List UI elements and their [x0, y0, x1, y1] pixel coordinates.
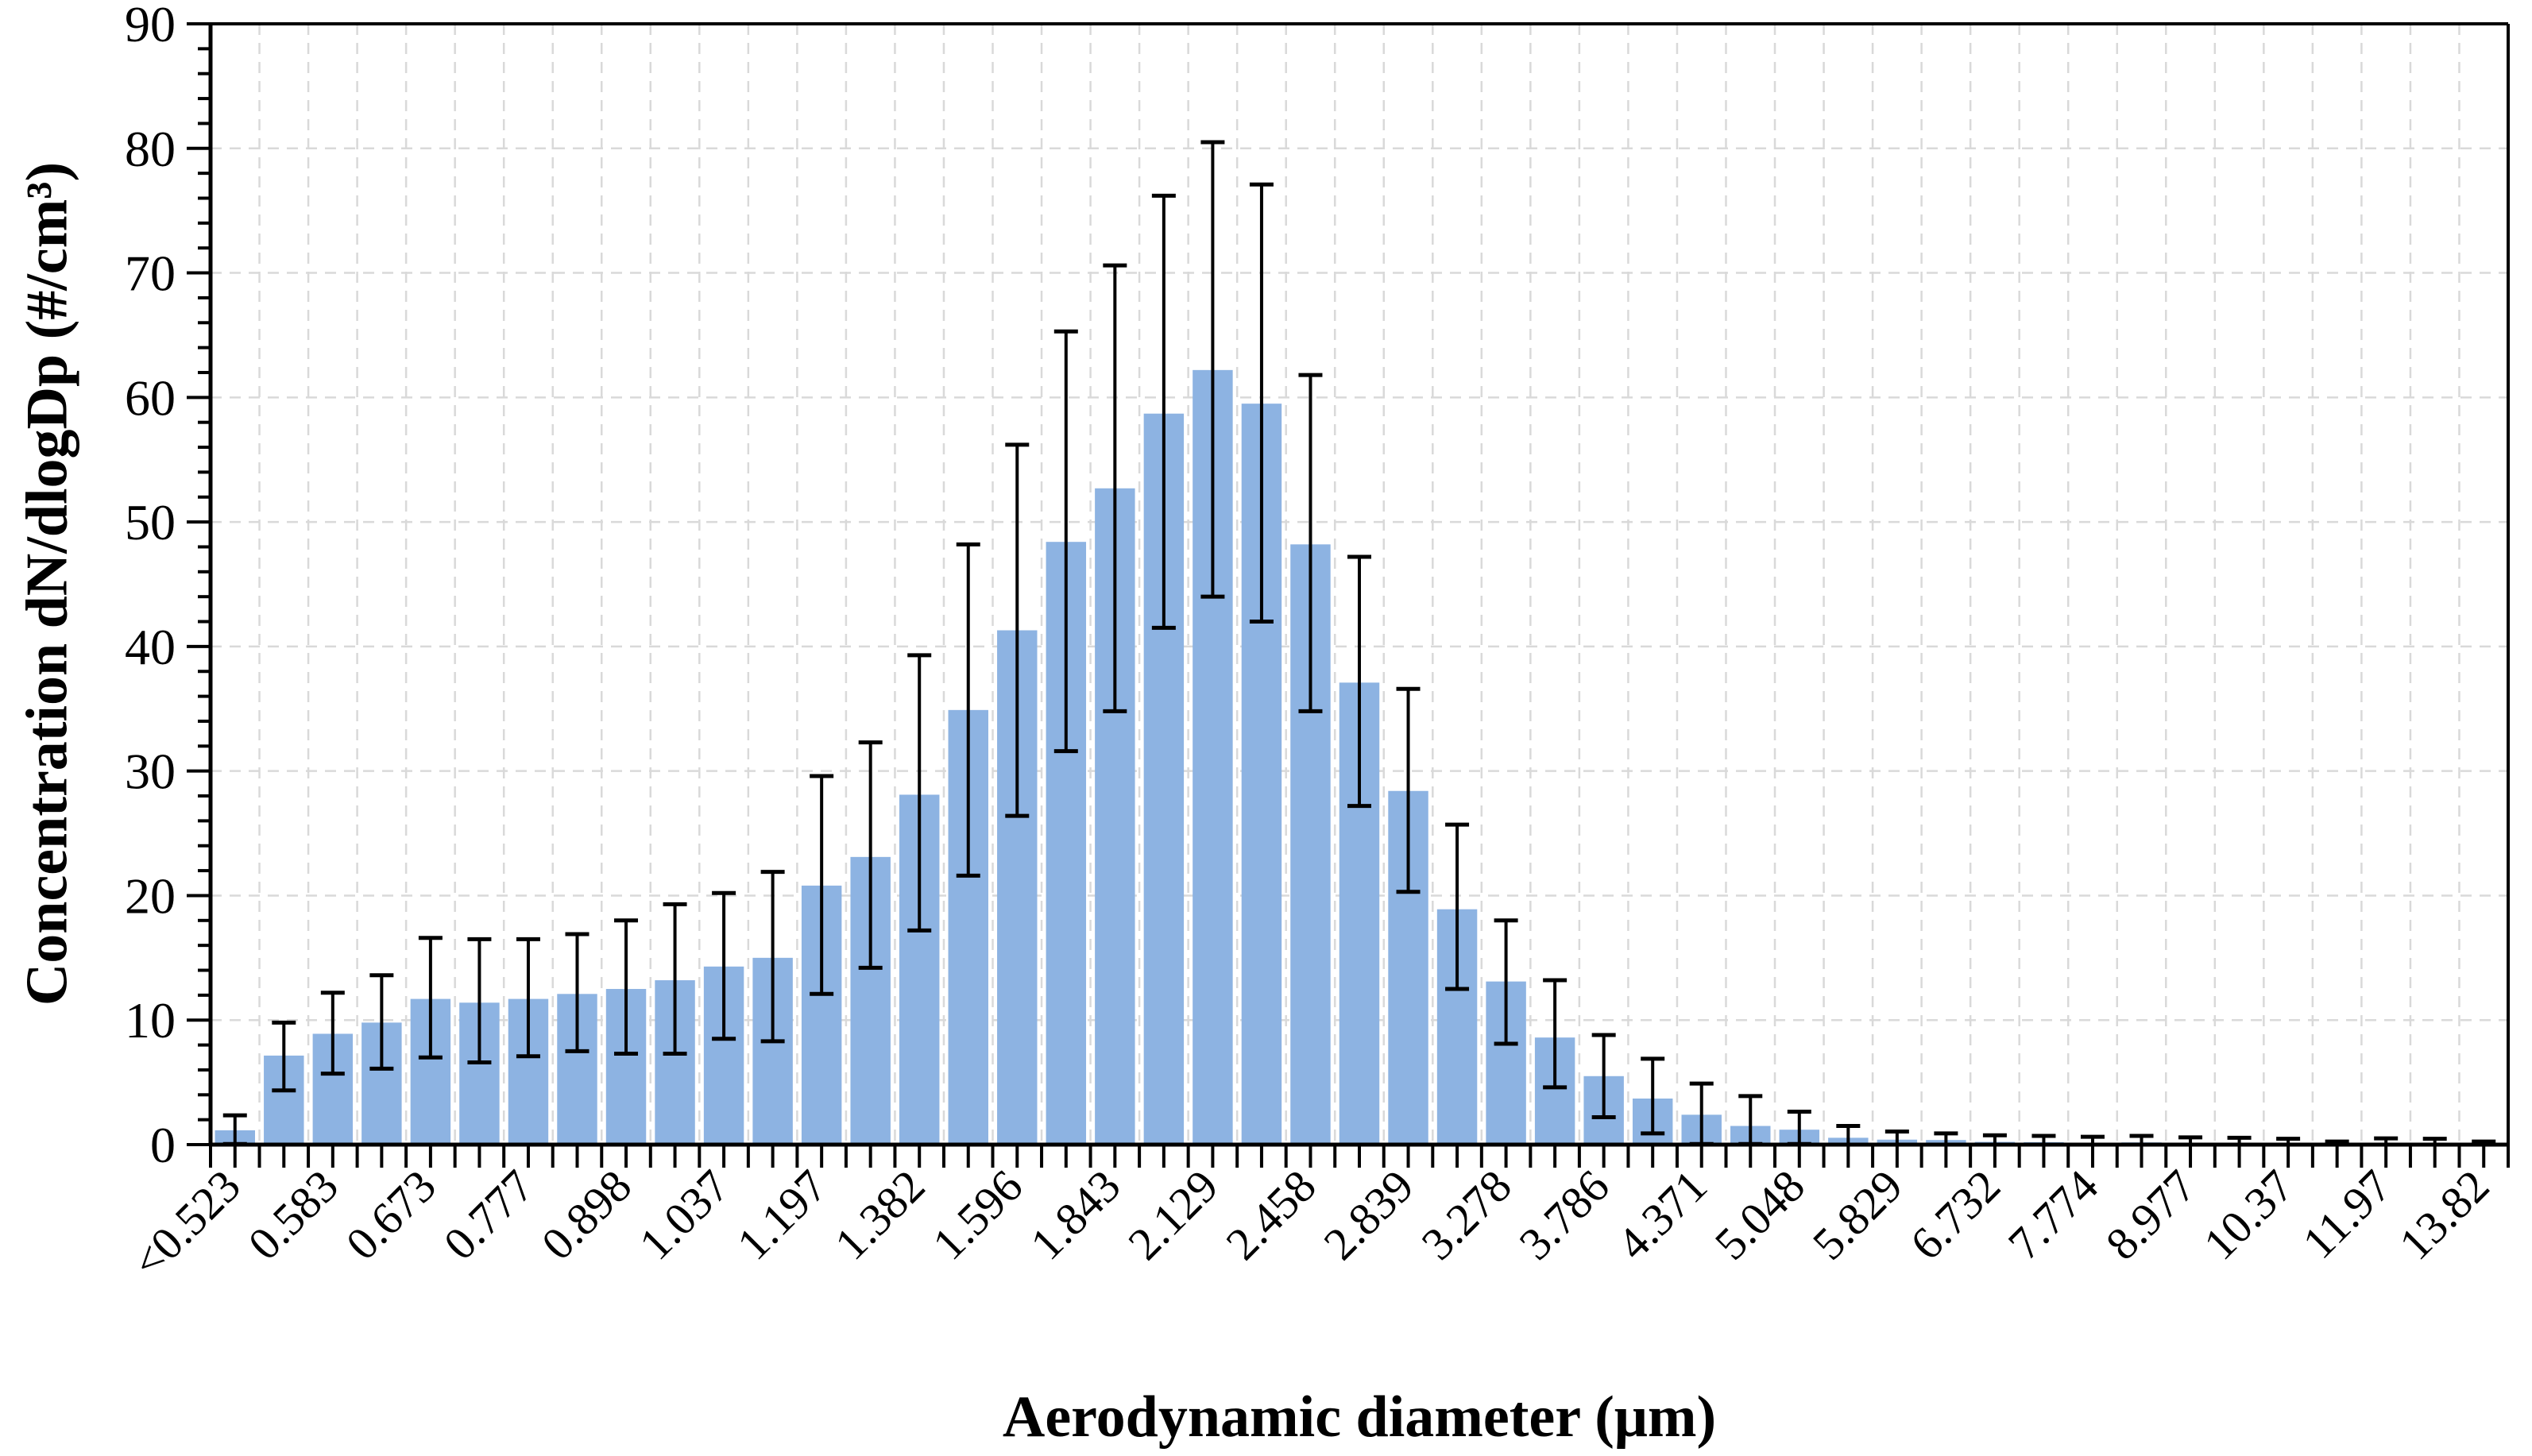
y-tick-label: 30: [125, 743, 176, 800]
y-tick-label: 20: [125, 867, 176, 924]
y-tick-label: 90: [125, 0, 176, 52]
y-tick-label: 10: [125, 992, 176, 1049]
y-tick-label: 50: [125, 494, 176, 550]
y-tick-label: 60: [125, 369, 176, 426]
y-tick-label: 80: [125, 121, 176, 177]
y-tick-label: 70: [125, 245, 176, 302]
x-axis-title: Aerodynamic diameter (μm): [1003, 1384, 1716, 1451]
y-axis-title: Concentration dN/dlogDp (#/cm³): [14, 162, 82, 1006]
y-axis-title-text: Concentration dN/dlogDp (#/cm³): [14, 161, 80, 1006]
x-axis-title-text: Aerodynamic diameter (μm): [1002, 1385, 1717, 1450]
y-tick-label: 40: [125, 619, 176, 675]
y-tick-label: 0: [150, 1117, 176, 1173]
